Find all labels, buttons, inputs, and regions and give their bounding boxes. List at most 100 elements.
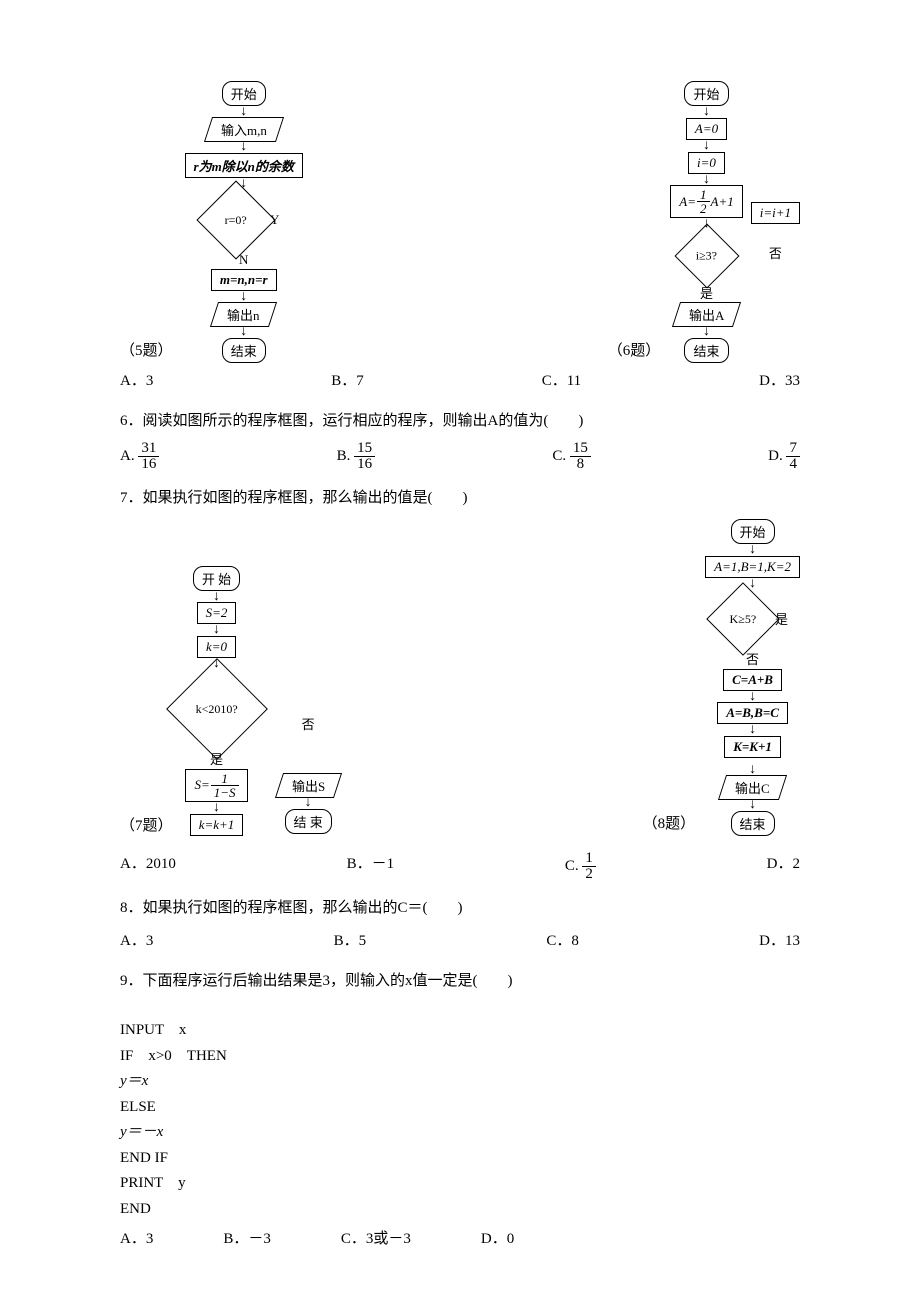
flow6-init1: A=0	[686, 118, 727, 140]
q8-text: 8．如果执行如图的程序框图，那么输出的C＝( )	[120, 896, 800, 920]
flow8-no: 否	[746, 649, 759, 668]
flow7-end: 结 束	[285, 809, 332, 834]
flow7-start: 开 始	[193, 566, 240, 591]
q5-opt-a: A．3	[120, 368, 153, 395]
q8-text-content: 8．如果执行如图的程序框图，那么输出的C＝( )	[120, 900, 463, 916]
q6-d-num: 7	[786, 441, 800, 457]
arrow-icon: ↓	[749, 800, 756, 810]
arrow-icon: ↓	[749, 579, 756, 589]
arrow-icon: ↓	[749, 692, 756, 702]
q7-c-num: 1	[582, 851, 596, 867]
arrow-icon: ↓	[703, 175, 710, 185]
flow5-step: r为m除以n的余数	[185, 153, 303, 178]
arrow-icon: ↓	[749, 725, 756, 735]
code-line: PRINT y	[120, 1175, 186, 1191]
flowchart-6: 开始 ↓ A=0 ↓ i=0 ↓ A= 12 A+1 ↓ i≥3? 是	[670, 80, 742, 364]
q9-options: A．3 B．－3 C．3或－3 D．0	[120, 1226, 800, 1253]
q8-opt-c: C．8	[546, 928, 579, 955]
flow5-end: 结束	[222, 338, 266, 363]
q6-opt-c: C. 158	[552, 441, 591, 472]
arrow-icon: ↓	[749, 765, 756, 775]
q5-options: A．3 B．7 C．11 D．33	[120, 368, 800, 395]
arrow-icon: ↓	[240, 142, 247, 152]
q6-b-num: 15	[354, 441, 375, 457]
q8-opt-a: A．3	[120, 928, 153, 955]
flow7-S-num: 1	[211, 772, 239, 786]
flow5-assign: m=n,n=r	[211, 269, 277, 291]
arrow-icon: ↓	[749, 545, 756, 555]
q7-opt-b: B．－1	[347, 851, 395, 882]
arrow-icon: ↓	[213, 625, 220, 635]
q7-opt-a: A．2010	[120, 851, 176, 882]
flow6-assignA: A= 12 A+1	[670, 185, 742, 218]
q5-opt-b: B．7	[331, 368, 364, 395]
flow8-start: 开始	[731, 519, 775, 544]
q7-opt-d: D．2	[767, 851, 800, 882]
flow6-A-den: 2	[697, 202, 710, 215]
fig6-label: （6题）	[608, 339, 661, 360]
fig7-label: （7题）	[120, 814, 173, 835]
flow6-output: 输出A	[672, 302, 742, 327]
fig8-label: （8题）	[643, 812, 696, 833]
q6-opt-b: B. 1516	[337, 441, 376, 472]
q9-code: INPUT x IF x>0 THEN y＝x ELSE y＝－x END IF…	[120, 993, 800, 1223]
q6-b-den: 16	[354, 457, 375, 472]
q6-b-prefix: B.	[337, 448, 351, 464]
flow7-no: 否	[302, 714, 315, 733]
q7-c-prefix: C.	[565, 858, 579, 874]
code-line: y＝x	[120, 1073, 148, 1089]
flow7-cond: k<2010?	[166, 658, 268, 760]
arrow-icon: ↓	[240, 327, 247, 337]
q5-opt-d: D．33	[759, 368, 800, 395]
flow5-cond-text: r=0?	[225, 213, 247, 228]
flow5-output-text: 输出n	[227, 305, 260, 324]
arrow-icon: ↓	[213, 592, 220, 602]
flow6-A-suf: A+1	[711, 194, 734, 210]
flow6-end: 结束	[684, 338, 728, 363]
q6-c-prefix: C.	[552, 448, 566, 464]
flow5-start: 开始	[222, 81, 266, 106]
flow6-cond-text: i≥3?	[696, 249, 717, 264]
flow5-input-text: 输入m,n	[221, 120, 267, 139]
flow5-output: 输出n	[210, 302, 277, 327]
q6-options: A. 3116 B. 1516 C. 158 D. 74	[120, 441, 800, 472]
flow7-output: 输出S	[274, 773, 341, 798]
q6-a-prefix: A.	[120, 448, 135, 464]
q6-c-den: 8	[570, 457, 591, 472]
q8-opt-b: B．5	[334, 928, 367, 955]
q6-d-den: 4	[786, 457, 800, 472]
flow6-A-eq: A=	[679, 194, 696, 210]
flow7-k0: k=0	[197, 636, 236, 658]
flow8-cond-text: K≥5?	[730, 611, 757, 626]
flow6-start: 开始	[684, 81, 728, 106]
flow8-c: C=A+B	[723, 669, 782, 691]
arrow-icon: ↓	[213, 803, 220, 813]
flow5-cond: r=0?	[196, 181, 275, 260]
figure-row-2: （7题） 开 始 ↓ S=2 ↓ k=0 ↓ k<2010? 是 S= 11−S…	[120, 518, 800, 837]
q6-opt-d: D. 74	[768, 441, 800, 472]
flow7-output-text: 输出S	[292, 776, 325, 795]
flow7-S-eq: S=	[194, 777, 209, 793]
q7-text: 7．如果执行如图的程序框图，那么输出的值是( )	[120, 486, 800, 510]
q6-a-den: 16	[138, 457, 159, 472]
q9-text: 9．下面程序运行后输出结果是3，则输入的x值一定是( )	[120, 969, 800, 993]
page: （5题） 开始 ↓ 输入m,n ↓ r为m除以n的余数 ↓ r=0? Y N m…	[0, 0, 920, 1305]
flow8-ab: A=B,B=C	[717, 702, 788, 724]
flow6-output-text: 输出A	[689, 305, 724, 324]
flow8-kinc: K=K+1	[724, 736, 781, 758]
q8-options: A．3 B．5 C．8 D．13	[120, 928, 800, 955]
flow5-input: 输入m,n	[204, 117, 284, 142]
flow7-S: S= 11−S	[185, 769, 247, 802]
flow7-s2: S=2	[197, 602, 237, 624]
code-line: INPUT x	[120, 1022, 186, 1038]
flow6-inc: i=i+1	[751, 202, 800, 224]
q8-opt-d: D．13	[759, 928, 800, 955]
q6-c-num: 15	[570, 441, 591, 457]
q6-d-prefix: D.	[768, 448, 783, 464]
flow6-no: 否	[769, 243, 782, 262]
flow8-output-text: 输出C	[735, 778, 770, 797]
arrow-icon: ↓	[240, 292, 247, 302]
fig5-label: （5题）	[120, 339, 173, 360]
flow7-inc: k=k+1	[190, 814, 244, 836]
q7-opt-c: C. 12	[565, 851, 596, 882]
